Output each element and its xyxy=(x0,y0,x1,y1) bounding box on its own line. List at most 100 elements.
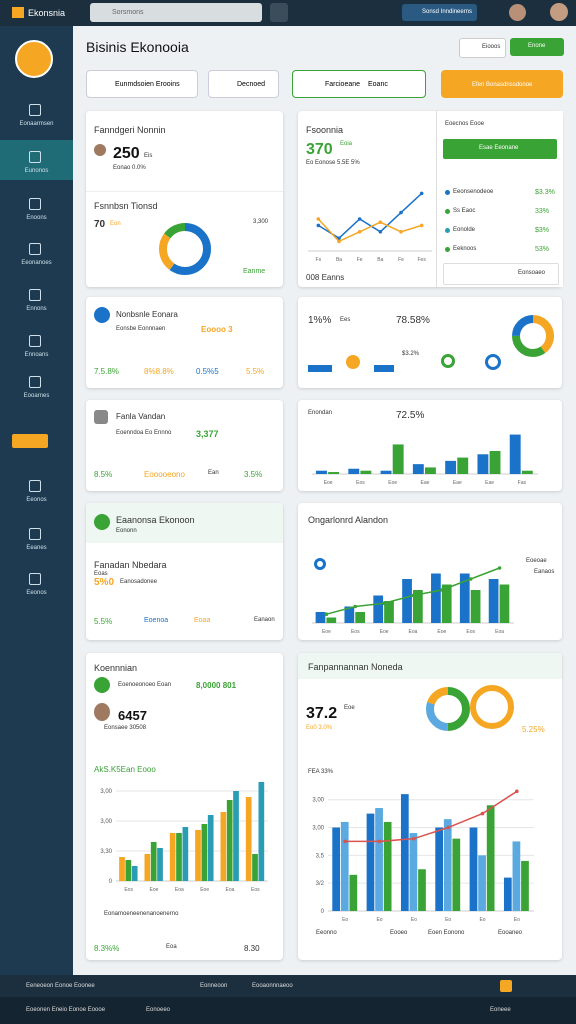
sidebar-icon[interactable] xyxy=(29,243,41,255)
bar xyxy=(195,830,201,881)
donut-chart xyxy=(159,223,211,275)
stat: Ean xyxy=(208,470,219,476)
sidebar-label: Eeonanoes xyxy=(21,260,52,266)
dropdown-item: Ss Eaoc xyxy=(453,208,476,214)
bar xyxy=(409,833,418,911)
bar xyxy=(412,464,424,474)
bar xyxy=(176,833,182,881)
tab-label: Decnoed xyxy=(237,81,266,88)
point xyxy=(337,239,341,244)
sidebar-icon[interactable] xyxy=(29,104,41,116)
bar xyxy=(443,819,452,911)
y-tick-label: 0 xyxy=(109,879,113,885)
left-value: 1%% xyxy=(308,315,332,326)
dropdown-button[interactable]: Esae Eeonane xyxy=(443,139,557,159)
small-value: $3.2% xyxy=(402,351,420,357)
sidebar-icon[interactable] xyxy=(29,198,41,210)
bar xyxy=(348,468,360,474)
bar xyxy=(169,833,176,881)
taskbar-text: Eoeonen Eneio Eonoe Eoooe xyxy=(26,1007,106,1013)
point xyxy=(343,839,347,844)
sidebar-icon[interactable] xyxy=(29,151,41,163)
dropdown-button-label: Esae Eeonane xyxy=(479,145,519,151)
sidebar-icon[interactable] xyxy=(29,289,41,301)
x-tick-label: Eo xyxy=(411,917,417,923)
sidebar-icon[interactable] xyxy=(29,335,41,347)
footer-icon[interactable] xyxy=(500,980,512,992)
card: Eaanonsa Ekonoon Eononn Fanadan Nbedara … xyxy=(86,503,283,640)
logo-circle xyxy=(15,40,53,78)
unit: Eoe xyxy=(344,705,355,711)
bar xyxy=(512,841,521,911)
point xyxy=(440,588,444,592)
point xyxy=(357,230,362,234)
sidebar-label: Ennoans xyxy=(24,352,49,358)
x-tick-label: Eoe xyxy=(150,887,159,893)
bar xyxy=(477,454,489,474)
y-tick-label: 3,00 xyxy=(312,798,324,804)
search-box[interactable]: Sorsmons xyxy=(90,3,262,22)
top-button[interactable]: Sonsd Inndineerns xyxy=(402,4,477,21)
tab[interactable]: Eunmdsoien Erooins xyxy=(86,70,198,98)
icon-button[interactable] xyxy=(270,3,288,22)
avatar[interactable] xyxy=(509,4,526,21)
accent: 3,377 xyxy=(196,429,219,439)
donut-segment xyxy=(512,315,554,357)
point xyxy=(480,811,485,816)
brand: Ekonsnia xyxy=(28,8,66,18)
dropdown-footer[interactable]: Eonsoaeo xyxy=(443,263,559,285)
unit: Ees xyxy=(340,317,351,323)
bar xyxy=(441,584,452,623)
bar xyxy=(258,782,265,881)
sidebar-label: Eooarnes xyxy=(23,393,50,399)
orange-item[interactable] xyxy=(12,434,48,448)
bar xyxy=(226,800,233,881)
sidebar-label: Eonaarmsen xyxy=(19,121,54,127)
bar xyxy=(499,584,510,623)
bar xyxy=(201,824,208,881)
stat: 8.5% xyxy=(94,470,113,479)
legend-label: Eoeoae xyxy=(526,558,547,564)
dropdown-item: Eeknoos xyxy=(453,246,477,252)
bar xyxy=(375,808,383,911)
line xyxy=(345,790,518,843)
sidebar-icon[interactable] xyxy=(29,573,41,585)
card: Fanndgeri Nonnin 250 Eis Eonao 0.0% Fsnn… xyxy=(86,111,283,287)
header-button-label: Enone xyxy=(528,43,546,49)
legend-label: Eonamoeneenenanoenerno xyxy=(104,911,179,917)
bar xyxy=(413,590,423,623)
x-tick-label: Eae xyxy=(453,480,462,486)
x-tick-label: Fe xyxy=(357,257,363,263)
sidebar-icon[interactable] xyxy=(29,528,41,540)
card: Ongarlonrd Alandon Eoeoae Eanaos Eoe Eos E… xyxy=(298,503,562,640)
bar xyxy=(125,860,132,881)
x-tick-label: Eos xyxy=(124,887,133,893)
tab[interactable]: Farcioeane Eoanc xyxy=(292,70,426,98)
y-tick-label: 0 xyxy=(321,909,325,915)
header-button[interactable]: Eiooos xyxy=(459,38,506,58)
sidebar-icon[interactable] xyxy=(29,376,41,388)
sidebar-icon[interactable] xyxy=(29,480,41,492)
sub: Eoenndoa Eo Ennno xyxy=(116,430,172,436)
x-tick-label: Fes xyxy=(417,257,426,263)
icon xyxy=(94,677,110,693)
bar xyxy=(469,827,478,911)
chart-title: FEA 33% xyxy=(308,769,334,775)
avatar[interactable] xyxy=(550,3,568,21)
bar-chart: Eoe Eos Eoe Eae Eae Eae Fas xyxy=(312,434,538,486)
tab[interactable]: Decnoed xyxy=(208,70,279,98)
logo xyxy=(12,7,24,18)
value: 70 xyxy=(94,219,106,230)
x-tick-label: Eo xyxy=(445,917,451,923)
tab[interactable]: Efen Bonasdnssdonoe xyxy=(441,70,563,98)
header-button[interactable]: Enone xyxy=(510,38,564,56)
legend-label: Eooeo xyxy=(390,930,408,936)
point xyxy=(377,839,382,844)
icon xyxy=(94,410,108,424)
dropdown-value: 33% xyxy=(535,208,550,215)
decor-bar xyxy=(374,365,394,372)
bar xyxy=(486,805,495,911)
x-tick-label: Eo xyxy=(514,917,520,923)
point xyxy=(324,612,329,616)
sidebar-label: Eunonos xyxy=(24,168,49,174)
